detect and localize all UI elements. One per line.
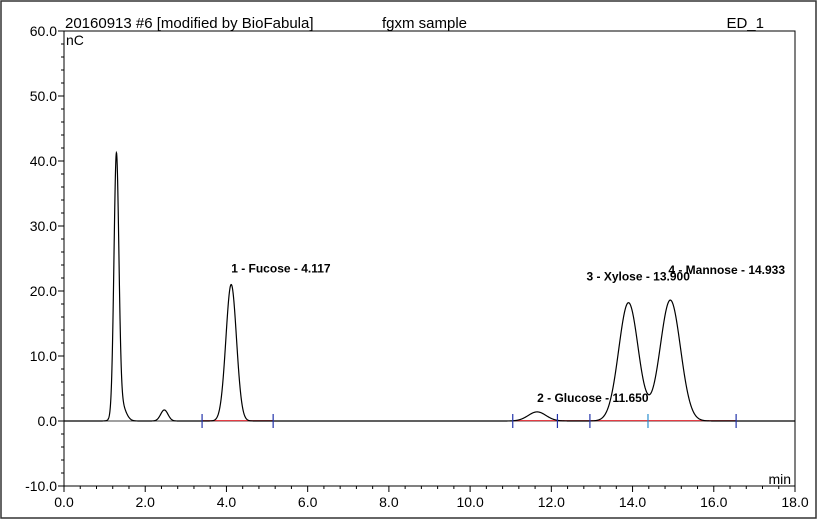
x-tick-label: 12.0 <box>538 494 565 510</box>
y-tick-label: 10.0 <box>30 348 57 364</box>
x-tick-label: 14.0 <box>619 494 646 510</box>
peak-label: 3 - Xylose - 13.900 <box>586 270 690 284</box>
peak-label: 4 - Mannose - 14.933 <box>668 263 785 277</box>
run-title: 20160913 #6 [modified by BioFabula] <box>65 15 314 32</box>
axes: -10.00.010.020.030.040.050.060.00.0 2.0 4.… <box>25 23 809 510</box>
peak-label: 2 - Glucose - 11.650 <box>537 391 649 405</box>
x-tick-label: 18.0 <box>781 494 808 510</box>
y-tick-label: -10.0 <box>25 478 57 494</box>
x-tick-label: 2.0 <box>135 494 155 510</box>
chromatogram-trace <box>64 150 795 422</box>
x-tick-label: 8.0 <box>379 494 399 510</box>
y-tick-label: 30.0 <box>30 218 57 234</box>
integration-markers <box>201 414 737 428</box>
y-axis-unit: nC <box>66 32 84 48</box>
y-tick-label: 50.0 <box>30 88 57 104</box>
x-tick-label: 16.0 <box>700 494 727 510</box>
y-tick-label: 0.0 <box>38 413 58 429</box>
x-tick-label: 6.0 <box>298 494 318 510</box>
sample-name: fgxm sample <box>382 15 467 32</box>
y-tick-label: 20.0 <box>30 283 57 299</box>
x-tick-label: 10.0 <box>456 494 483 510</box>
plot-frame <box>63 30 796 487</box>
x-axis-unit: min <box>768 471 791 487</box>
peak-labels: 1 - Fucose - 4.117 2 - Glucose - 11.650 3 … <box>231 262 785 405</box>
y-tick-label: 60.0 <box>30 23 57 39</box>
detector-label: ED_1 <box>726 15 764 32</box>
x-tick-label: 0.0 <box>54 494 74 510</box>
y-tick-label: 40.0 <box>30 153 57 169</box>
peak-label: 1 - Fucose - 4.117 <box>231 262 331 276</box>
x-tick-label: 4.0 <box>217 494 237 510</box>
